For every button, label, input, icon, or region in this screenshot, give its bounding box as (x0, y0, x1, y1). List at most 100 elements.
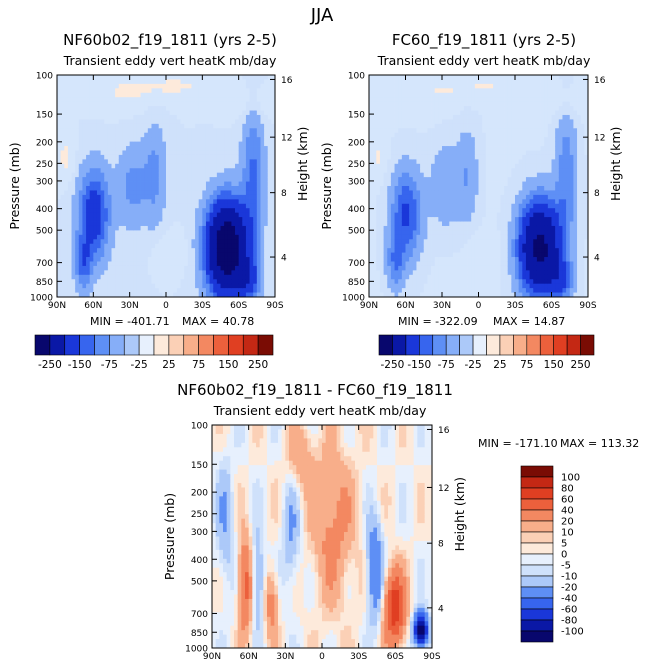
contour-cell (151, 292, 156, 298)
contour-cell (460, 150, 465, 156)
contour-cell (398, 119, 403, 125)
contour-cell (387, 203, 392, 209)
contour-cell (405, 194, 410, 200)
contour-cell (78, 234, 83, 240)
y-axis-label: Pressure (mb) (7, 142, 22, 229)
contour-cell (227, 119, 232, 125)
contour-cell (191, 221, 196, 227)
contour-cell (405, 146, 410, 151)
contour-cell (507, 154, 512, 160)
contour-cell (224, 257, 229, 262)
contour-cell (107, 150, 112, 156)
contour-cell (412, 159, 417, 165)
contour-cell (198, 97, 203, 103)
contour-cell (264, 168, 269, 174)
contour-cell (213, 110, 218, 116)
contour-cell (256, 97, 261, 103)
contour-cell (452, 101, 457, 107)
contour-cell (100, 177, 105, 182)
contour-cell (500, 186, 505, 191)
contour-cell (104, 97, 109, 103)
contour-cell (372, 110, 377, 116)
contour-cell (372, 172, 377, 178)
contour-cell (220, 274, 225, 280)
contour-cell (184, 270, 189, 276)
contour-cell (107, 106, 112, 111)
contour-cell (438, 243, 443, 249)
contour-cell (71, 154, 76, 160)
contour-cell (140, 154, 145, 160)
contour-cell (184, 114, 189, 120)
contour-cell (100, 234, 105, 240)
contour-cell (60, 239, 65, 245)
contour-cell (452, 154, 457, 160)
contour-cell (456, 279, 461, 285)
contour-cell (89, 190, 94, 196)
contour-cell (104, 292, 109, 298)
contour-cell (383, 141, 388, 147)
contour-cell (111, 154, 116, 160)
contour-cell (442, 252, 447, 258)
contour-cell (213, 141, 218, 147)
contour-cell (107, 101, 112, 107)
contour-cell (445, 75, 450, 80)
contour-cell (64, 97, 69, 103)
contour-cell (173, 243, 178, 249)
contour-cell (256, 83, 261, 89)
contour-cell (478, 221, 483, 227)
contour-cell (202, 114, 207, 120)
contour-cell (238, 159, 243, 165)
contour-cell (140, 128, 145, 134)
contour-cell (398, 110, 403, 116)
contour-cell (151, 177, 156, 182)
panel-diff-max: MAX = 113.32 (560, 437, 640, 450)
contour-cell (394, 283, 399, 289)
contour-cell (500, 230, 505, 236)
contour-cell (434, 270, 439, 276)
contour-cell (89, 199, 94, 205)
contour-cell (409, 159, 414, 165)
contour-cell (147, 137, 152, 142)
contour-cell (401, 172, 406, 178)
contour-cell (463, 279, 468, 285)
contour-cell (420, 181, 425, 187)
contour-cell (195, 123, 200, 129)
contour-cell (264, 154, 269, 160)
contour-cell (474, 283, 479, 289)
contour-cell (107, 239, 112, 245)
contour-cell (205, 234, 210, 240)
contour-cell (376, 128, 381, 134)
contour-cell (60, 75, 65, 80)
contour-cell (369, 190, 374, 196)
contour-cell (264, 212, 269, 218)
contour-cell (398, 252, 403, 258)
contour-cell (111, 234, 116, 240)
contour-cell (176, 132, 181, 138)
contour-cell (162, 106, 167, 111)
contour-cell (496, 261, 501, 267)
contour-cell (115, 101, 120, 107)
contour-cell (390, 248, 395, 253)
contour-cell (394, 132, 399, 138)
contour-cell (166, 261, 171, 267)
contour-cell (118, 186, 123, 191)
contour-cell (78, 137, 83, 142)
contour-cell (427, 101, 432, 107)
contour-cell (140, 279, 145, 285)
contour-cell (231, 234, 236, 240)
contour-cell (64, 177, 69, 182)
contour-cell (504, 168, 509, 174)
contour-cell (452, 243, 457, 249)
contour-cell (376, 292, 381, 298)
contour-cell (93, 221, 98, 227)
contour-cell (405, 79, 410, 85)
contour-cell (57, 79, 62, 85)
contour-cell (140, 172, 145, 178)
contour-cell (144, 208, 149, 214)
contour-cell (463, 234, 468, 240)
contour-cell (136, 97, 141, 103)
contour-cell (126, 288, 131, 293)
contour-cell (267, 239, 272, 245)
contour-cell (253, 230, 258, 236)
contour-cell (427, 137, 432, 142)
